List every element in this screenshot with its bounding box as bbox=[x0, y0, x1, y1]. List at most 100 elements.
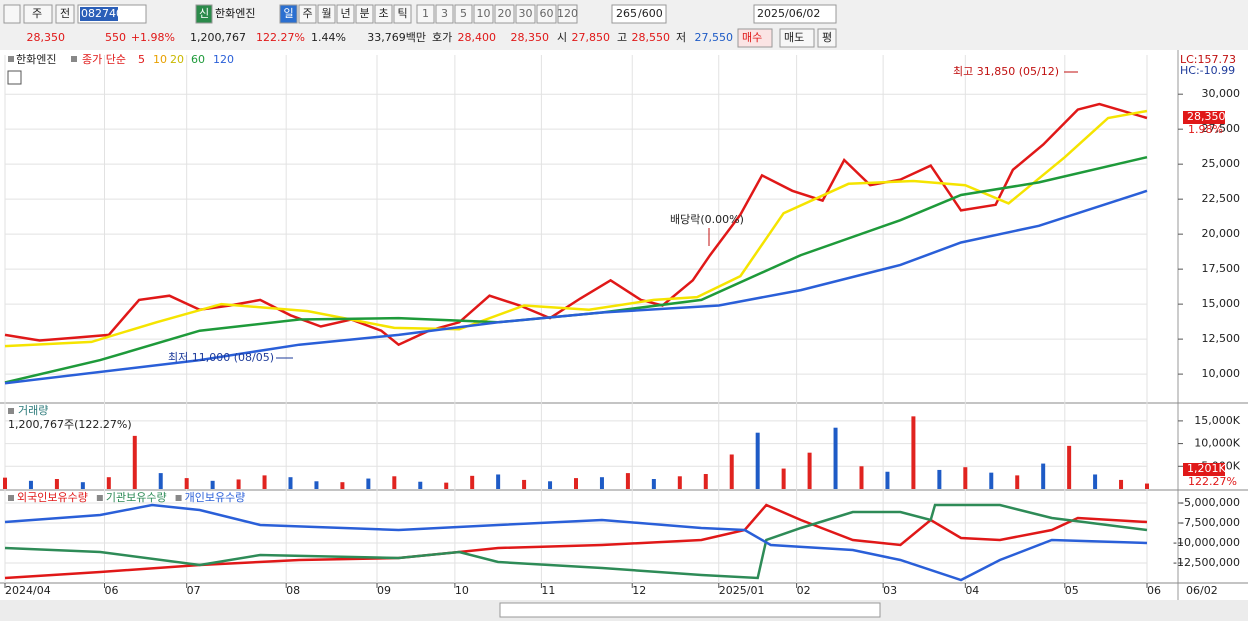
volume-bar bbox=[496, 474, 501, 489]
volume-bar bbox=[340, 482, 345, 489]
button[interactable] bbox=[393, 4, 412, 24]
period-tab[interactable]: 일 bbox=[283, 6, 293, 20]
button[interactable] bbox=[279, 4, 298, 24]
y-tick-label: 22,500 bbox=[1202, 192, 1241, 205]
series-line bbox=[4, 102, 1148, 347]
quote-item: +1.98% bbox=[131, 31, 175, 44]
button[interactable] bbox=[374, 4, 393, 24]
minute-tab[interactable]: 120 bbox=[557, 7, 578, 20]
volume-bar bbox=[807, 452, 812, 489]
button[interactable] bbox=[494, 4, 515, 24]
x-tick-label: 2025/01 bbox=[719, 584, 765, 597]
volume-bar bbox=[989, 472, 994, 489]
right-label: HC:-10.99 bbox=[1180, 64, 1235, 77]
y-tick-label: 17,500 bbox=[1202, 262, 1241, 275]
series-line bbox=[4, 503, 1148, 580]
button[interactable] bbox=[355, 4, 374, 24]
period-tab[interactable]: 년 bbox=[340, 7, 350, 20]
date[interactable]: 2025/06/02 bbox=[757, 7, 820, 20]
button[interactable] bbox=[3, 4, 21, 24]
volume-bar bbox=[937, 469, 942, 489]
button[interactable] bbox=[779, 28, 815, 48]
volume-bar bbox=[703, 474, 708, 489]
minute-tab[interactable]: 5 bbox=[460, 7, 467, 20]
button[interactable] bbox=[611, 4, 667, 24]
bar-total: /600 bbox=[638, 7, 663, 20]
quote-item: 시 bbox=[557, 31, 567, 44]
button[interactable] bbox=[23, 4, 53, 24]
quote-item[interactable]: 매수 bbox=[742, 31, 762, 44]
minute-tab[interactable]: 30 bbox=[519, 7, 533, 20]
volume-bar bbox=[963, 467, 968, 489]
volume-bar bbox=[885, 471, 890, 489]
button[interactable] bbox=[454, 4, 473, 24]
volume-bar bbox=[132, 435, 137, 489]
minute-tab[interactable]: 60 bbox=[540, 7, 554, 20]
button[interactable] bbox=[817, 28, 837, 48]
quote-item: 28,400 bbox=[458, 31, 497, 44]
button[interactable] bbox=[435, 4, 454, 24]
legend-item: 120 bbox=[213, 53, 234, 66]
chart-area bbox=[0, 50, 1248, 600]
button[interactable] bbox=[536, 4, 557, 24]
stock-code[interactable]: 082740 bbox=[81, 7, 123, 20]
y-tick-label: 15,000 bbox=[1202, 297, 1241, 310]
x-tick-label: 09 bbox=[377, 584, 391, 597]
minute-tab[interactable]: 10 bbox=[477, 7, 491, 20]
button[interactable] bbox=[317, 4, 336, 24]
button[interactable] bbox=[195, 4, 213, 24]
volume-bar bbox=[625, 473, 630, 489]
minute-tab[interactable]: 1 bbox=[422, 7, 429, 20]
y-tick-label: 10,000K bbox=[1194, 437, 1240, 450]
button[interactable] bbox=[737, 28, 773, 48]
button[interactable] bbox=[753, 4, 837, 24]
button[interactable] bbox=[557, 4, 578, 24]
y-tick-label: -7,500,000 bbox=[1180, 516, 1240, 529]
right-label: 1.98% bbox=[1188, 123, 1223, 136]
legend-item: 외국인보유수량 bbox=[17, 491, 88, 504]
x-end-label: 06/02 bbox=[1186, 584, 1218, 597]
volume-bar bbox=[54, 479, 59, 489]
quote-item[interactable]: 매도 bbox=[784, 31, 804, 44]
period-tab[interactable]: 분 bbox=[359, 7, 369, 20]
volume-bar bbox=[158, 473, 163, 489]
legend-item: 20 bbox=[170, 53, 184, 66]
period-tab[interactable]: 틱 bbox=[397, 7, 407, 20]
minute-tab[interactable]: 20 bbox=[498, 7, 512, 20]
x-tick-label: 08 bbox=[286, 584, 300, 597]
button[interactable] bbox=[416, 4, 435, 24]
calendar-icon[interactable] bbox=[7, 70, 22, 85]
volume-bar bbox=[729, 454, 734, 489]
button[interactable] bbox=[473, 4, 494, 24]
legend-item: 한화엔진 bbox=[16, 53, 56, 66]
annotation: 배당락(0.00%) bbox=[670, 213, 744, 226]
bar-count: 265 bbox=[616, 7, 637, 20]
quote-item: 27,850 bbox=[572, 31, 611, 44]
button[interactable] bbox=[55, 4, 75, 24]
minute-tab[interactable]: 3 bbox=[441, 7, 448, 20]
volume-bar bbox=[184, 478, 189, 489]
series-line bbox=[4, 503, 1148, 582]
volume-bar bbox=[3, 477, 7, 489]
period-tab[interactable]: 주 bbox=[302, 7, 312, 20]
period-tab[interactable]: 초 bbox=[378, 7, 388, 20]
period-tab[interactable]: 월 bbox=[321, 7, 331, 20]
quote-item: 28,350 bbox=[27, 31, 66, 44]
volume-bar bbox=[366, 478, 371, 489]
x-tick-label: 07 bbox=[187, 584, 201, 597]
quote-item: 호가 bbox=[432, 31, 452, 44]
button[interactable] bbox=[298, 4, 317, 24]
volume-bar bbox=[1093, 474, 1098, 489]
quote-item: 1,200,767 bbox=[190, 31, 246, 44]
button[interactable] bbox=[336, 4, 355, 24]
stock-name[interactable]: 한화엔진 bbox=[215, 7, 255, 20]
button[interactable] bbox=[515, 4, 536, 24]
x-tick-label: 2024/04 bbox=[5, 584, 51, 597]
quote-item: 저 bbox=[676, 31, 686, 44]
pane-title: 거래량 bbox=[18, 404, 48, 417]
quote-item[interactable]: 평 bbox=[822, 31, 832, 44]
volume-bar bbox=[314, 481, 319, 489]
volume-bar bbox=[1067, 445, 1072, 489]
scrollbar[interactable] bbox=[499, 602, 881, 618]
